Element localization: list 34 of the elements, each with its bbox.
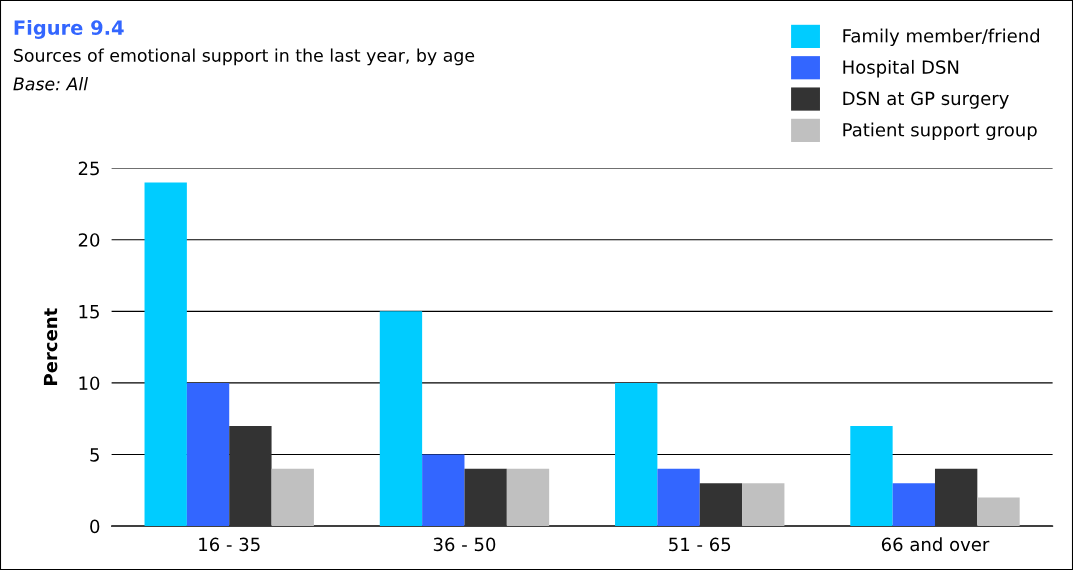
bar — [615, 382, 658, 527]
bar — [379, 311, 423, 527]
bar — [271, 468, 314, 527]
bar — [699, 483, 743, 527]
bar — [657, 468, 700, 527]
x-tick-label: 36 - 50 — [433, 537, 496, 552]
bar — [892, 483, 935, 527]
bar — [422, 454, 465, 527]
bar — [464, 468, 507, 527]
bar — [977, 497, 1020, 527]
x-tick-label: 16 - 35 — [199, 537, 260, 552]
y-tick-label: 25 — [78, 161, 99, 176]
y-tick-label: 10 — [79, 376, 100, 391]
legend-label: Family member/friend — [843, 28, 1040, 47]
y-axis-title: Percent — [43, 308, 58, 385]
chart-title: Figure 9.4 — [14, 19, 124, 39]
chart-subtitle: Sources of emotional support in the last year, by age — [14, 48, 475, 66]
bar — [850, 425, 893, 527]
x-tick-label: 66 and over — [881, 537, 990, 552]
y-tick-label: 0 — [90, 519, 100, 534]
bar — [506, 468, 550, 527]
bar — [144, 182, 187, 527]
y-tick-label: 20 — [78, 233, 100, 247]
text: Base: All — [13, 76, 88, 91]
y-tick-label: 5 — [90, 448, 99, 462]
legend-label: DSN at GP surgery — [843, 91, 1009, 109]
bar — [229, 425, 272, 527]
y-tick-label: 15 — [79, 305, 99, 319]
x-tick-label: 51 - 65 — [669, 537, 731, 552]
legend-label: Patient support group — [843, 122, 1037, 141]
bar — [934, 468, 978, 527]
bar — [186, 382, 230, 527]
bar — [742, 483, 785, 527]
legend-label: Hospital DSN — [843, 59, 959, 78]
